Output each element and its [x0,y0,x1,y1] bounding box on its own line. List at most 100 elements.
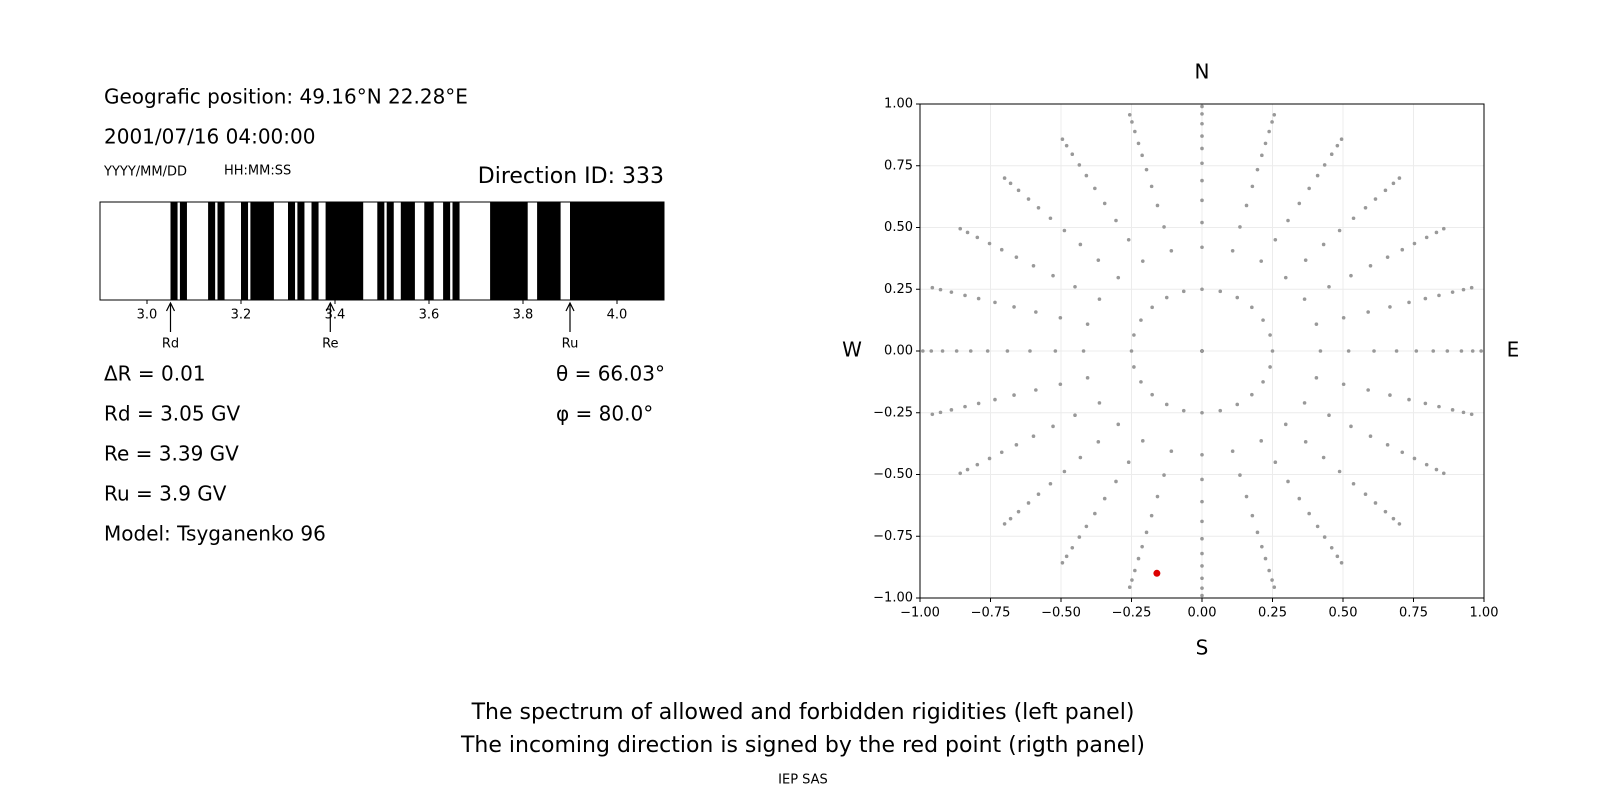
y-tick-label: −1.00 [873,591,913,606]
x-tick-label: −0.75 [971,606,1011,621]
direction-point [954,349,959,353]
direction-point [1383,509,1388,514]
direction-point [1114,479,1118,484]
x-tick-label: −0.50 [1041,606,1081,621]
direction-point [1327,284,1331,289]
direction-point [1230,449,1235,454]
direction-point [975,462,980,467]
direction-point [1307,186,1311,191]
direction-point [1200,161,1204,166]
direction-point [1200,586,1204,590]
direction-point [1005,349,1010,353]
direction-point [929,349,934,353]
format-label: HH:MM:SS [224,164,291,179]
parameter-text: θ = 66.03° [556,362,665,386]
credit: IEP SAS [778,773,828,788]
direction-point [1322,535,1327,539]
direction-point [1136,556,1141,561]
direction-point [1073,284,1077,289]
direction-point [1162,225,1166,229]
direction-point [1126,460,1131,465]
direction-point [1302,297,1307,301]
direction-point [1388,305,1392,309]
parameter-text: Model: Tsyganenko 96 [104,522,326,546]
direction-point [1162,473,1166,477]
direction-point [1096,440,1101,444]
direction-point [1314,322,1319,326]
direction-point [1139,380,1143,384]
marker-label: Rd [162,337,179,352]
direction-point [1200,287,1204,292]
x-tick-label: 0.50 [1329,606,1358,621]
direction-point [1078,455,1083,460]
direction-point [1261,318,1265,322]
direction-point [1267,129,1271,134]
direction-point [1407,397,1411,402]
direction-point [1036,205,1041,210]
direction-point [1297,496,1302,501]
compass-label: S [1196,636,1209,660]
forbidden-band [400,202,415,300]
direction-point [1093,511,1097,516]
compass-label: N [1195,60,1210,84]
direction-id: Direction ID: 333 [478,164,664,189]
direction-point [1144,530,1149,535]
direction-point [1155,203,1160,208]
y-tick-label: −0.75 [873,529,913,544]
direction-point [1322,163,1327,167]
x-tick-label: −0.25 [1112,606,1152,621]
direction-point [1200,245,1204,250]
parameter-text: Re = 3.39 GV [104,442,239,466]
direction-point [1349,273,1353,278]
forbidden-band [288,202,296,300]
direction-point [940,349,945,353]
direction-point [976,401,981,406]
direction-point [1366,388,1370,392]
compass-label: E [1507,338,1520,362]
y-tick-label: −0.50 [873,467,913,482]
y-tick-label: 0.75 [884,158,913,173]
direction-point [1286,218,1290,223]
direction-point [1303,258,1308,262]
direction-point [1263,556,1268,561]
direction-point [1272,585,1277,589]
direction-point [1441,471,1446,476]
x-tick-label: 0.00 [1188,606,1217,621]
y-tick-label: 0.50 [884,220,913,235]
direction-point [1053,349,1058,353]
direction-point [1341,315,1346,320]
direction-point [1164,402,1169,407]
direction-point [993,397,997,402]
direction-point [1373,501,1378,505]
direction-point [1014,443,1019,447]
parameter-text: ΔR = 0.01 [104,362,206,386]
x-tick-label: 3.4 [325,308,346,323]
forbidden-band [208,202,216,300]
forbidden-band [170,202,178,300]
direction-point [1238,225,1242,229]
direction-point [1283,275,1288,280]
direction-point [1012,393,1016,397]
direction-point [1335,554,1340,559]
direction-point [1064,143,1069,148]
direction-point [1169,449,1174,454]
direction-point [1077,535,1082,539]
direction-point [1414,349,1419,353]
direction-point [1132,333,1136,337]
direction-point [1012,305,1016,309]
direction-point [1366,310,1370,314]
direction-point [1116,422,1121,427]
direction-point [1093,186,1097,191]
direction-point [1085,322,1090,326]
direction-point [1286,479,1290,484]
direction-point [1048,481,1053,486]
direction-point [1016,188,1021,193]
forbidden-band [424,202,434,300]
direction-point [1314,376,1319,380]
direction-point [1058,382,1063,387]
direction-point [1423,401,1428,406]
forbidden-band [217,202,225,300]
direction-point [1060,560,1065,565]
spectrum-border [99,201,665,301]
direction-point [1097,297,1102,301]
